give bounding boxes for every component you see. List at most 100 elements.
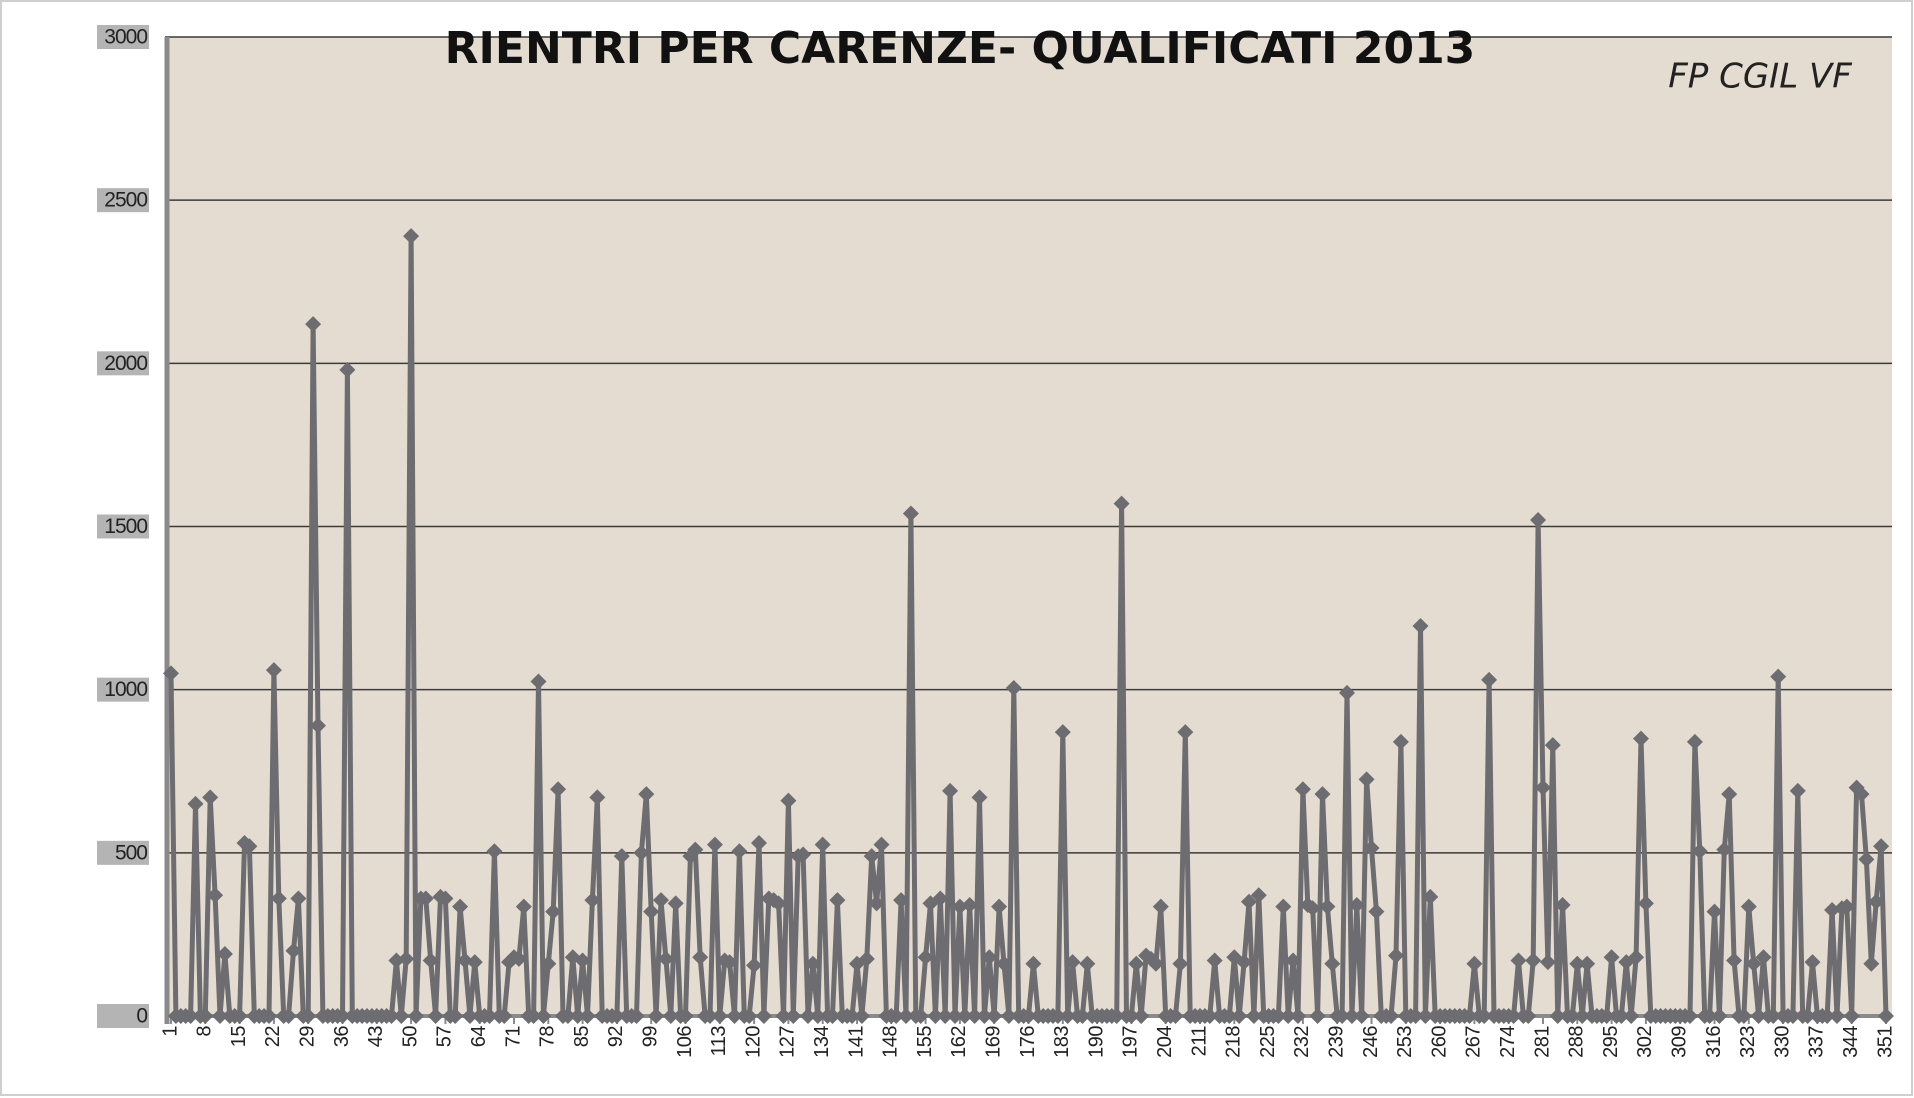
marker <box>1510 952 1527 969</box>
marker <box>202 789 219 806</box>
marker <box>540 955 557 972</box>
y-tick-box <box>97 351 149 376</box>
marker <box>1868 893 1885 910</box>
x-tick-label: 1 <box>159 1026 181 1037</box>
x-tick-label: 246 <box>1360 1026 1382 1058</box>
marker <box>741 1008 758 1024</box>
x-tick-label: 127 <box>777 1026 799 1058</box>
y-tick-box <box>97 25 149 49</box>
marker <box>1221 1008 1238 1024</box>
marker <box>1025 955 1042 972</box>
marker <box>589 789 606 806</box>
marker <box>1863 955 1880 972</box>
marker <box>1525 952 1542 969</box>
marker <box>873 836 890 853</box>
marker <box>1691 843 1708 860</box>
marker <box>902 505 919 522</box>
marker <box>956 1008 973 1024</box>
marker <box>951 898 968 915</box>
marker <box>550 781 567 798</box>
marker <box>1804 954 1821 971</box>
marker <box>280 1008 297 1024</box>
marker <box>731 843 748 860</box>
marker <box>481 1008 498 1024</box>
marker <box>1059 1008 1076 1024</box>
marker <box>525 1008 542 1024</box>
marker <box>1049 1008 1066 1024</box>
marker <box>1853 786 1870 803</box>
marker <box>187 795 204 812</box>
x-tick-label: 330 <box>1771 1026 1793 1058</box>
marker <box>1309 1008 1326 1024</box>
marker <box>388 952 405 969</box>
x-tick-label: 316 <box>1703 1026 1725 1058</box>
marker <box>417 890 434 907</box>
marker <box>1819 1008 1836 1024</box>
y-tick-label: 1000 <box>104 678 147 701</box>
marker <box>1829 1008 1845 1024</box>
marker <box>628 1008 645 1024</box>
x-tick-label: 295 <box>1600 1026 1622 1058</box>
marker <box>1799 1008 1816 1024</box>
marker <box>947 1008 963 1024</box>
x-tick-label: 141 <box>845 1026 867 1058</box>
x-tick-label: 120 <box>742 1026 764 1058</box>
marker <box>393 1008 410 1024</box>
marker <box>1637 895 1654 912</box>
marker <box>1417 1008 1434 1024</box>
y-tick-box <box>97 188 149 213</box>
marker <box>1686 733 1703 750</box>
marker <box>1633 730 1649 747</box>
x-tick-label: 43 <box>365 1026 387 1048</box>
marker <box>1422 888 1439 905</box>
marker <box>942 782 959 799</box>
marker <box>1108 1008 1125 1024</box>
x-tick-label: 218 <box>1223 1026 1245 1058</box>
marker <box>1549 1008 1566 1024</box>
marker <box>1167 1008 1184 1024</box>
marker <box>265 662 282 679</box>
marker <box>711 1008 728 1024</box>
x-tick-label: 267 <box>1463 1026 1485 1058</box>
marker <box>422 952 439 969</box>
marker <box>1579 955 1596 972</box>
marker <box>305 316 322 333</box>
x-tick-label: 183 <box>1051 1026 1073 1058</box>
x-tick-label: 232 <box>1291 1026 1313 1058</box>
y-tick-label: 0 <box>136 1005 147 1028</box>
marker <box>814 836 831 853</box>
marker <box>1314 786 1331 803</box>
marker <box>1304 900 1321 917</box>
marker <box>569 1008 586 1024</box>
marker <box>182 1008 199 1024</box>
marker <box>971 789 988 806</box>
marker <box>1147 955 1164 972</box>
marker <box>486 843 503 860</box>
marker <box>643 903 660 920</box>
y-tick-label: 2000 <box>104 352 147 375</box>
marker <box>1564 1008 1581 1024</box>
y-tick-box <box>97 1004 149 1028</box>
marker <box>1241 893 1257 910</box>
marker <box>888 1008 905 1024</box>
marker <box>212 1008 228 1024</box>
x-tick-label: 50 <box>399 1026 421 1048</box>
marker <box>1745 955 1762 972</box>
marker <box>648 1008 665 1024</box>
marker <box>535 1008 552 1024</box>
marker <box>726 1008 743 1024</box>
marker <box>1133 1008 1150 1024</box>
marker <box>1250 887 1267 904</box>
marker <box>1177 724 1194 741</box>
x-tick-label: 15 <box>228 1026 250 1048</box>
x-tick-label: 281 <box>1531 1026 1553 1058</box>
marker <box>653 892 669 909</box>
x-tick-label: 64 <box>468 1026 490 1048</box>
y-tick-label: 1500 <box>104 515 147 538</box>
marker <box>1569 955 1586 972</box>
marker <box>1755 949 1772 966</box>
marker <box>197 1008 214 1024</box>
x-tick-label: 29 <box>296 1026 318 1048</box>
x-tick-label: 36 <box>331 1026 353 1048</box>
x-tick-label: 344 <box>1840 1026 1862 1058</box>
